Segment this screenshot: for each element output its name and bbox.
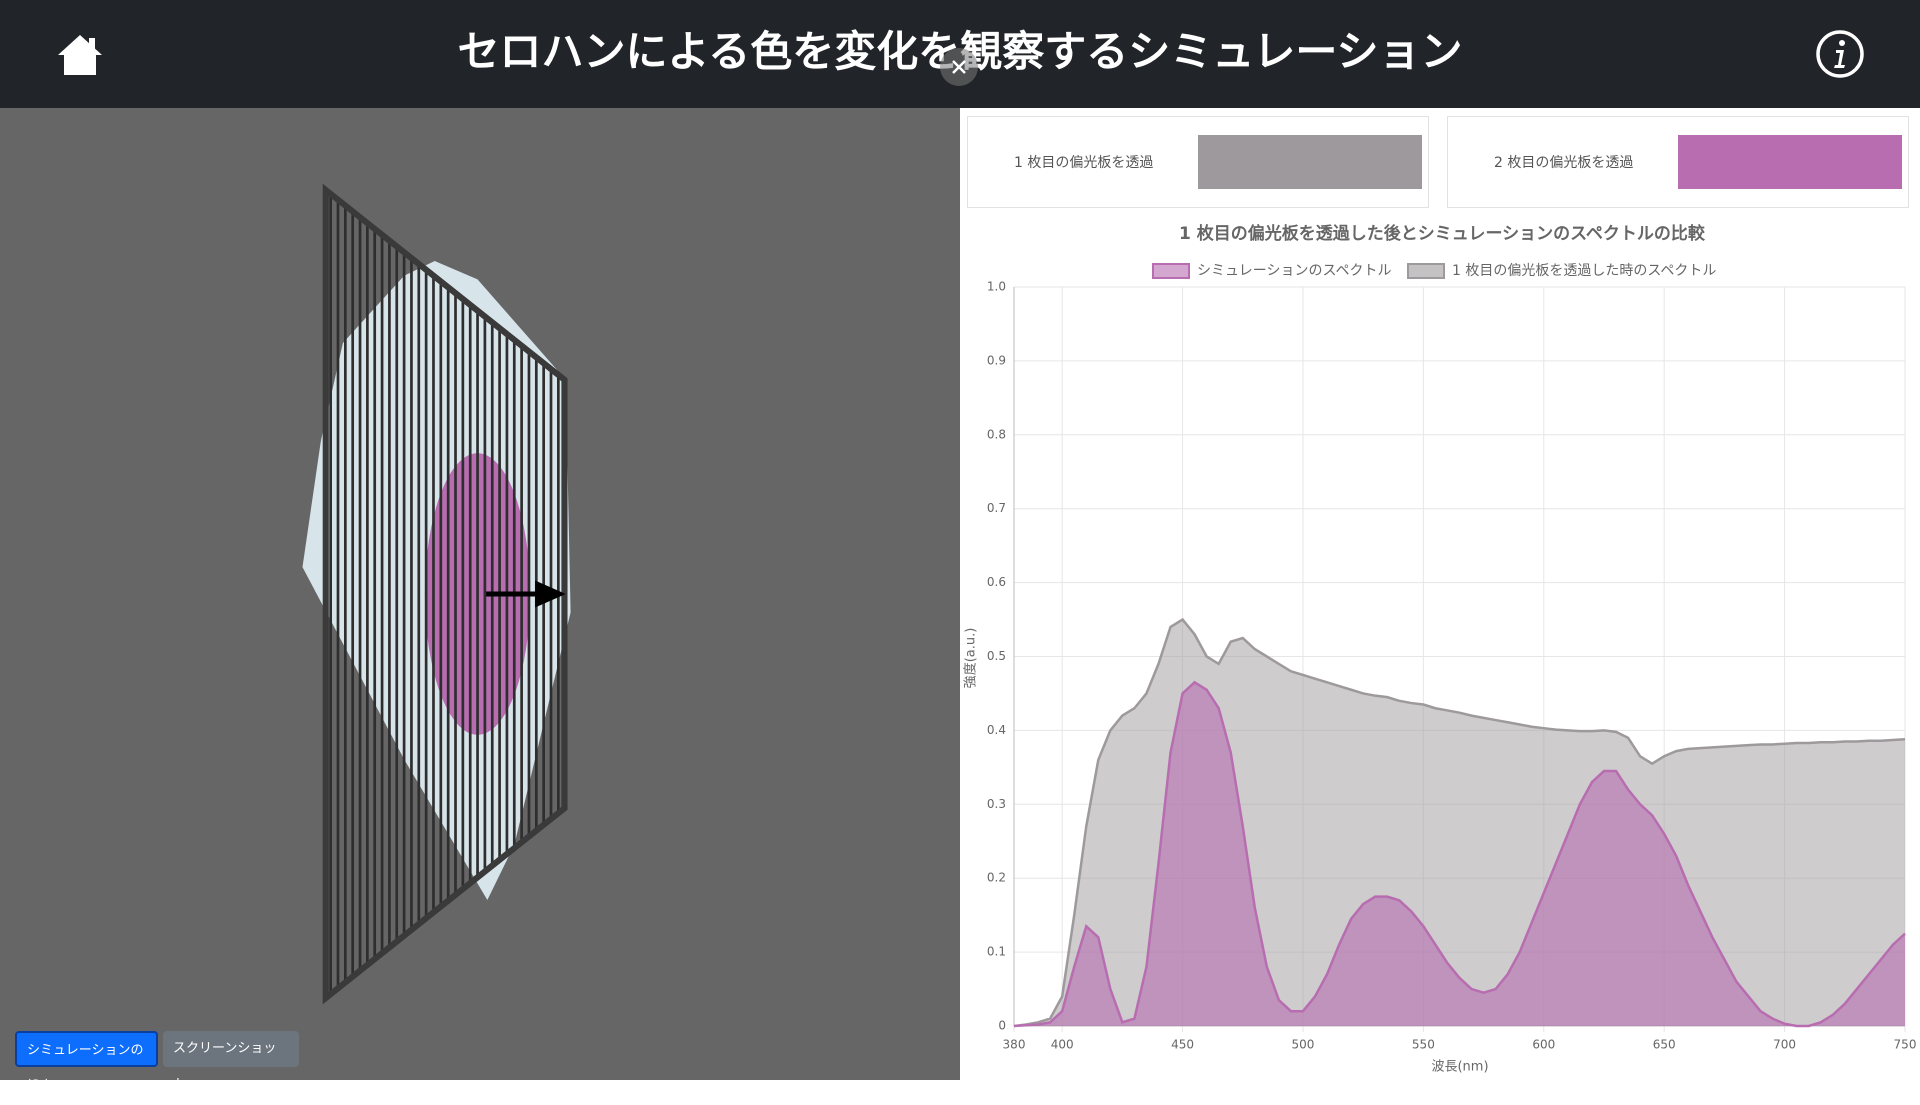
- result-panel: 1 枚目の偏光板を透過 2 枚目の偏光板を透過: [960, 108, 1920, 1080]
- home-icon[interactable]: [56, 32, 104, 78]
- page: {"header": {"title": "セロハンによる色を変化を観察するシミ…: [0, 0, 1920, 1080]
- swatch-label: 1 枚目の偏光板を透過: [1014, 155, 1154, 171]
- color-swatch: [1198, 135, 1422, 189]
- scene-3d: [302, 183, 571, 1005]
- screenshot-button[interactable]: スクリーンショット: [163, 1031, 299, 1092]
- polarizer-frame: [322, 183, 568, 1005]
- color-swatch: [1678, 135, 1902, 189]
- close-button[interactable]: [938, 46, 980, 88]
- swatch-box: 1 枚目の偏光板を透過: [967, 116, 1429, 208]
- polarizer-stripes: [329, 193, 560, 995]
- screenshot-label: スクリーンショット: [173, 1041, 277, 1092]
- arrow-head: [535, 580, 566, 608]
- settings-button[interactable]: シミュレーションの設定: [15, 1031, 158, 1094]
- swatch-label: 2 枚目の偏光板を透過: [1494, 155, 1634, 171]
- simulation-view: シミュレーションの設定 スクリーンショット: [0, 108, 960, 1094]
- camera-icon: [190, 1080, 204, 1090]
- swatch-box: 2 枚目の偏光板を透過: [1447, 116, 1909, 208]
- info-icon[interactable]: [1814, 28, 1866, 80]
